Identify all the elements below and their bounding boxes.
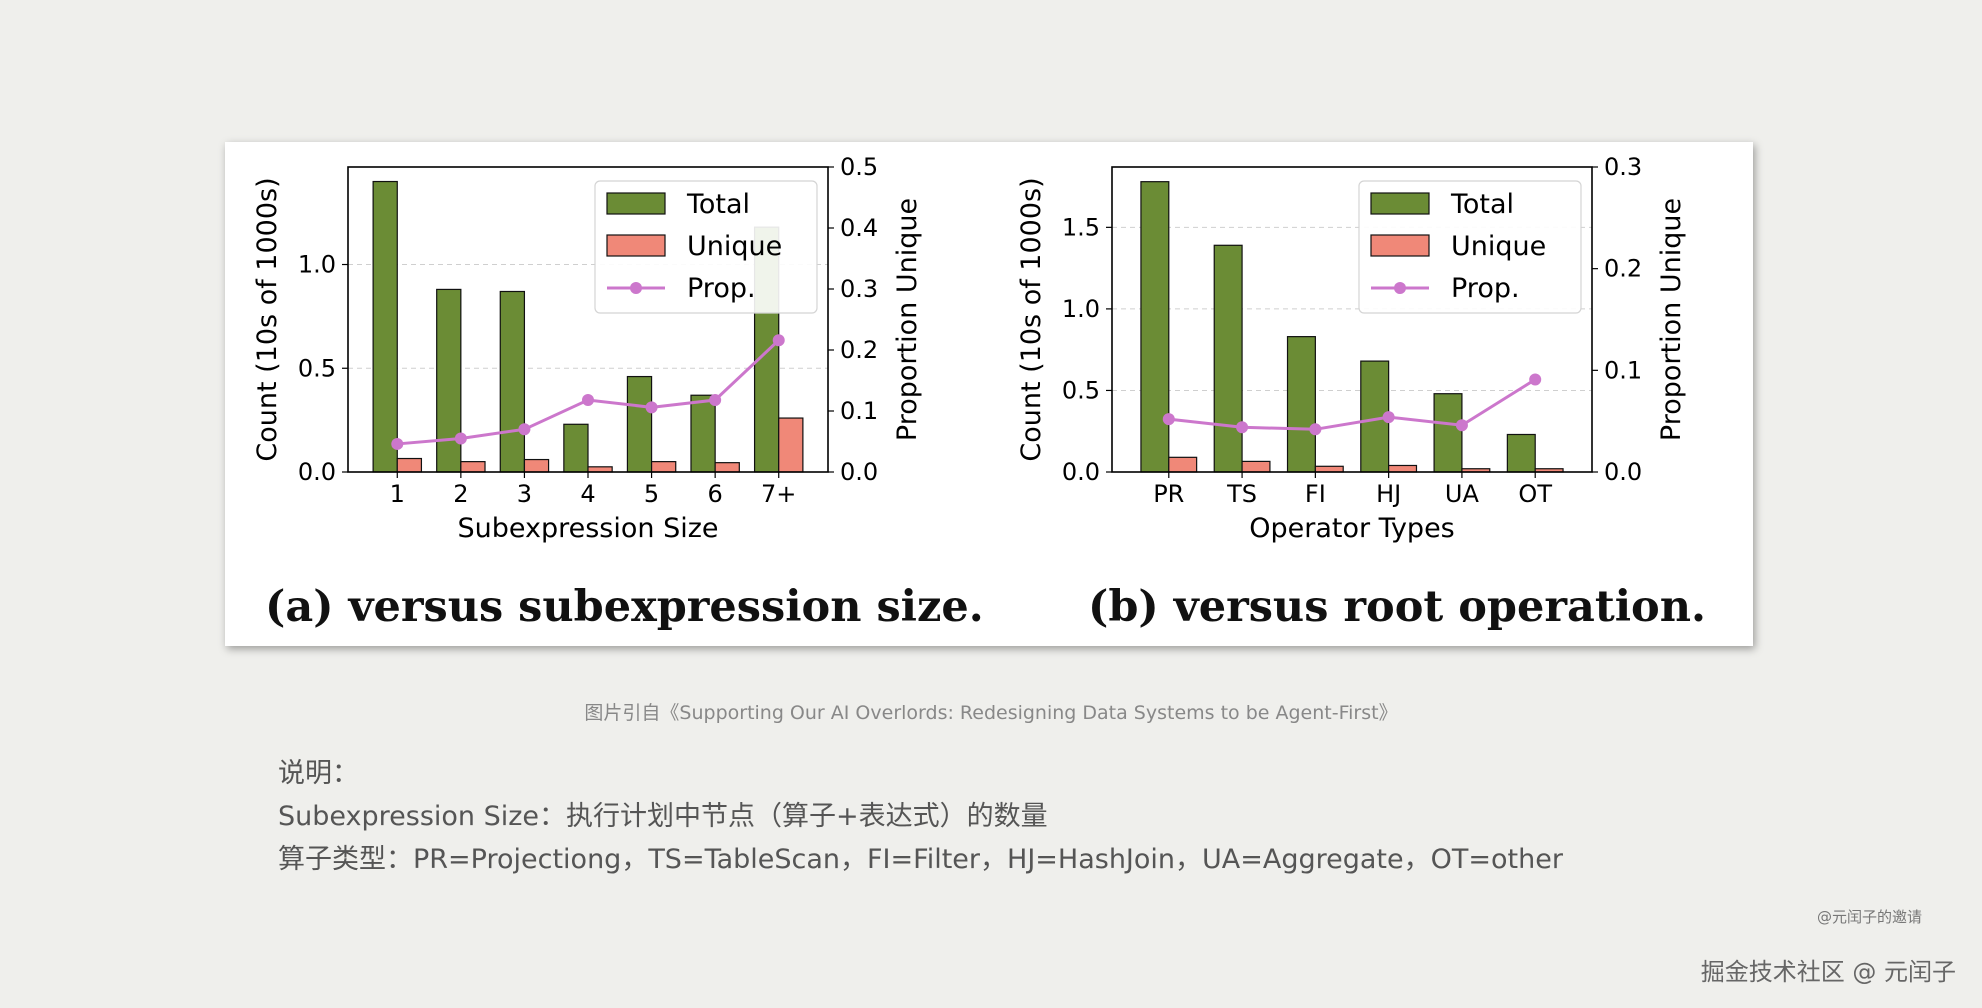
y-tick-label: 1.0 <box>1062 295 1100 323</box>
axes-frame <box>347 166 829 473</box>
prop-point <box>1382 411 1395 424</box>
x-axis-label: Subexpression Size <box>457 513 718 544</box>
bar-total <box>436 288 462 473</box>
bar-total <box>372 180 398 473</box>
bar-unique <box>1241 460 1271 473</box>
legend-label-prop: Prop. <box>687 273 756 304</box>
notes-operator-types: 算子类型：PR=Projectiong，TS=TableScan，FI=Filt… <box>278 844 1563 875</box>
y-axis-label: Count (10s of 1000s) <box>1016 177 1047 461</box>
bar-total <box>1140 181 1170 473</box>
source-citation: 图片引自《Supporting Our AI Overlords: Redesi… <box>584 702 1398 724</box>
legend-label-total: Total <box>1450 189 1514 220</box>
y-tick-label: 1.5 <box>1062 213 1100 241</box>
bar-total <box>563 423 589 473</box>
legend-swatch-unique <box>1370 234 1430 257</box>
legend-label-unique: Unique <box>1451 231 1546 262</box>
y-right-tick-label: 0.0 <box>840 458 878 486</box>
bar-total <box>1433 393 1463 473</box>
legend-swatch-unique <box>606 234 666 257</box>
figure-panel: 1 2 3 4 5 6 7+ 0.0 0.5 1.0 0.0 0.1 0.2 0.3 0.4 0.5 Subex… <box>225 142 1753 646</box>
x-tick-label: PR <box>1153 480 1184 508</box>
notes: 说明： Subexpression Size：执行计划中节点（算子+表达式）的数… <box>278 752 1563 881</box>
y-right-tick-label: 0.2 <box>1604 255 1642 283</box>
caption-b: (b) versus root operation. <box>1088 582 1706 632</box>
x-tick-label: HJ <box>1376 480 1401 508</box>
y-right-tick-label: 0.4 <box>840 214 878 242</box>
x-tick-label: 1 <box>390 480 405 508</box>
prop-point <box>709 394 722 407</box>
x-tick-label: 7+ <box>761 480 796 508</box>
legend-swatch-total <box>1370 192 1430 215</box>
y-right-tick-label: 0.0 <box>1604 458 1642 486</box>
prop-point <box>1162 413 1175 426</box>
x-tick-label: UA <box>1445 480 1480 508</box>
legend-swatch-total <box>606 192 666 215</box>
axes-frame <box>1111 166 1593 473</box>
bar-unique <box>523 458 550 473</box>
legend-marker-prop <box>630 282 642 294</box>
invite-text: @元闰子的邀请 <box>1816 908 1922 926</box>
legend-marker-prop <box>1394 282 1406 294</box>
y-right-tick-label: 0.5 <box>840 153 878 181</box>
y-right-tick-label: 0.3 <box>1604 153 1642 181</box>
watermark: 掘金技术社区 @ 元闰子 <box>1700 958 1956 986</box>
prop-point <box>518 423 531 436</box>
x-tick-label: TS <box>1226 480 1257 508</box>
legend-label-unique: Unique <box>687 231 782 262</box>
bar-total <box>1506 433 1536 473</box>
bar-unique <box>460 461 486 473</box>
x-tick-label: 3 <box>517 480 532 508</box>
prop-point <box>582 394 594 407</box>
y-axis-right-label: Proportion Unique <box>1656 198 1687 441</box>
prop-point <box>1236 421 1249 434</box>
y-tick-label: 0.0 <box>298 458 336 486</box>
bar-unique <box>1314 465 1344 473</box>
prop-point <box>1529 373 1542 386</box>
chart-b: PR TS FI HJ UA OT 0.0 0.5 1.0 1.5 0.0 0.1 0.2 0.3 Oper… <box>1016 153 1687 544</box>
bar-unique <box>396 457 423 473</box>
legend-label-total: Total <box>686 189 750 220</box>
y-right-tick-label: 0.3 <box>840 275 878 303</box>
y-tick-label: 1.0 <box>298 251 336 279</box>
bar-total <box>690 394 716 473</box>
bar-total <box>499 290 526 473</box>
notes-subexpression: Subexpression Size：执行计划中节点（算子+表达式）的数量 <box>278 801 1048 832</box>
y-tick-label: 0.5 <box>1062 376 1100 404</box>
y-right-tick-label: 0.1 <box>1604 356 1642 384</box>
chart-a: 1 2 3 4 5 6 7+ 0.0 0.5 1.0 0.0 0.1 0.2 0.3 0.4 0.5 Subex… <box>252 153 923 544</box>
prop-point <box>645 401 658 414</box>
bar-unique <box>1168 456 1198 473</box>
prop-point <box>1309 423 1322 436</box>
bar-total <box>1286 336 1316 473</box>
y-axis-label: Count (10s of 1000s) <box>252 177 283 461</box>
bar-unique <box>650 461 677 473</box>
x-tick-label: 4 <box>580 480 595 508</box>
y-tick-label: 0.0 <box>1062 458 1100 486</box>
bar-total <box>1213 244 1243 473</box>
prop-point <box>391 437 404 450</box>
y-axis-right-label: Proportion Unique <box>892 198 923 441</box>
x-tick-label: 2 <box>453 480 468 508</box>
x-axis-label: Operator Types <box>1249 513 1455 544</box>
x-tick-label: FI <box>1305 480 1326 508</box>
prop-point <box>1455 419 1468 432</box>
y-right-tick-label: 0.2 <box>840 336 878 364</box>
notes-heading: 说明： <box>278 758 359 789</box>
bar-unique <box>714 462 740 473</box>
prop-point <box>454 432 467 445</box>
x-tick-label: 6 <box>708 480 723 508</box>
y-tick-label: 0.5 <box>298 354 336 382</box>
bar-unique <box>1388 464 1418 473</box>
bar-total <box>626 375 653 473</box>
legend-label-prop: Prop. <box>1451 273 1520 304</box>
y-right-tick-label: 0.1 <box>840 397 878 425</box>
x-tick-label: 5 <box>644 480 659 508</box>
prop-line <box>1168 378 1537 431</box>
x-tick-label: OT <box>1518 480 1552 508</box>
caption-a: (a) versus subexpression size. <box>265 582 984 632</box>
bar-unique <box>778 417 804 473</box>
prop-point <box>772 334 785 347</box>
